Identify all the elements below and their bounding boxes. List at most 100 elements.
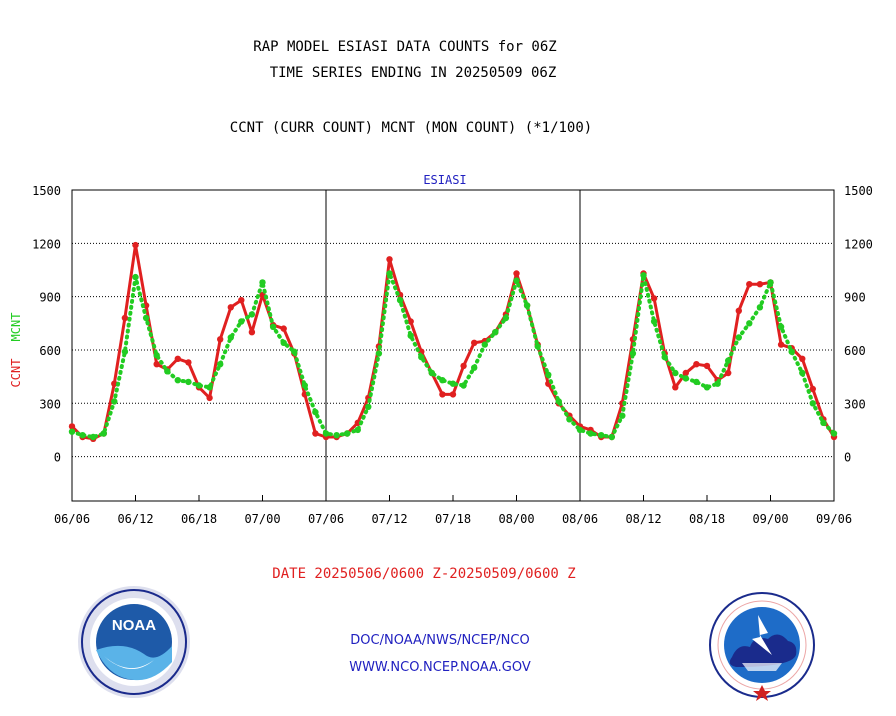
point-mcnt-67: [777, 323, 785, 330]
point-mcnt-58: [682, 375, 689, 382]
point-mcnt-22: [301, 382, 308, 389]
series-mcnt: [68, 265, 838, 441]
point-mcnt-33: [418, 353, 425, 361]
point-mcnt-0: [68, 428, 76, 435]
series-line-mcnt: [70, 265, 836, 440]
point-mcnt-40: [492, 329, 499, 336]
point-mcnt-57: [672, 369, 679, 377]
point-ccnt-20: [280, 325, 287, 332]
x-tick-9: 08/12: [625, 512, 661, 526]
x-tick-12: 09/06: [816, 512, 852, 526]
point-ccnt-63: [735, 307, 742, 314]
point-mcnt-51: [608, 433, 615, 441]
nws-logo-icon: [709, 592, 815, 701]
y-label-ccnt: CCNT: [9, 359, 23, 388]
point-mcnt-71: [820, 419, 827, 426]
point-ccnt-30: [386, 256, 393, 263]
point-mcnt-50: [598, 432, 605, 439]
point-ccnt-17: [248, 329, 256, 336]
point-ccnt-16: [238, 297, 245, 304]
x-tick-11: 09/00: [752, 512, 788, 526]
point-mcnt-62: [725, 357, 732, 364]
point-ccnt-35: [439, 391, 446, 398]
point-mcnt-36: [449, 380, 457, 387]
y-tick-right-1: 300: [844, 397, 866, 411]
point-mcnt-18: [259, 279, 266, 286]
point-ccnt-55: [650, 295, 658, 302]
plot-frame: [71, 189, 835, 502]
point-mcnt-60: [703, 384, 711, 391]
point-ccnt-14: [217, 336, 224, 343]
y-tick-labels: 0 0 300 300 600 600 900 900 1200 1200 1500 1500: [32, 184, 873, 465]
point-ccnt-69: [799, 355, 806, 362]
point-mcnt-16: [238, 318, 245, 325]
point-mcnt-11: [185, 378, 192, 386]
point-ccnt-15: [227, 304, 234, 311]
series-group: [68, 241, 838, 442]
point-mcnt-20: [280, 339, 287, 346]
point-mcnt-10: [174, 377, 181, 384]
point-mcnt-14: [217, 361, 224, 368]
point-mcnt-28: [365, 403, 372, 410]
y-tick-left-4: 1200: [32, 237, 61, 251]
point-ccnt-59: [693, 361, 700, 368]
point-ccnt-10: [174, 355, 181, 362]
point-mcnt-45: [545, 371, 552, 378]
point-mcnt-64: [746, 320, 753, 327]
chart-title: ESIASI: [423, 173, 466, 187]
y-tick-right-2: 600: [844, 344, 866, 358]
y-axis-label: CCNT MCNT: [9, 313, 23, 388]
org-path-link[interactable]: DOC/NOAA/NWS/NCEP/NCO: [350, 633, 530, 648]
date-range: DATE 20250506/0600 Z-20250509/0600 Z: [272, 566, 575, 582]
point-mcnt-3: [100, 430, 108, 437]
y-label-mcnt: MCNT: [9, 313, 23, 342]
point-mcnt-69: [799, 369, 806, 377]
point-mcnt-1: [79, 432, 86, 439]
point-ccnt-65: [756, 281, 764, 288]
point-mcnt-21: [291, 348, 298, 355]
point-mcnt-37: [460, 382, 467, 389]
point-ccnt-6: [132, 241, 139, 249]
noaa-logo-text: NOAA: [112, 617, 156, 634]
point-mcnt-41: [502, 314, 510, 322]
point-mcnt-65: [756, 304, 764, 311]
point-ccnt-37: [460, 362, 467, 370]
point-ccnt-58: [682, 369, 689, 377]
point-mcnt-39: [481, 341, 488, 348]
point-ccnt-11: [185, 359, 192, 366]
x-tick-5: 07/12: [371, 512, 407, 526]
point-mcnt-63: [735, 334, 742, 341]
point-mcnt-29: [375, 350, 383, 357]
point-mcnt-24: [322, 430, 330, 437]
point-mcnt-23: [312, 408, 319, 416]
point-mcnt-32: [407, 332, 414, 339]
point-mcnt-44: [534, 343, 541, 350]
x-tick-1: 06/12: [117, 512, 153, 526]
point-ccnt-32: [407, 318, 414, 325]
point-mcnt-56: [661, 353, 668, 361]
point-mcnt-46: [555, 398, 562, 405]
point-mcnt-55: [650, 318, 658, 325]
point-mcnt-19: [269, 323, 277, 330]
point-mcnt-17: [248, 311, 256, 318]
website-link[interactable]: WWW.NCO.NCEP.NOAA.GOV: [349, 660, 531, 675]
point-mcnt-66: [767, 279, 774, 286]
day-separators: [325, 190, 581, 501]
point-ccnt-8: [153, 361, 160, 368]
point-mcnt-49: [587, 430, 594, 437]
y-tick-right-4: 1200: [844, 237, 873, 251]
series-line-ccnt: [70, 243, 836, 441]
header-line1: RAP MODEL ESIASI DATA COUNTS for 06Z: [253, 39, 556, 55]
point-mcnt-38: [471, 364, 478, 371]
point-mcnt-15: [227, 334, 234, 341]
point-mcnt-13: [206, 384, 213, 391]
point-mcnt-34: [428, 369, 435, 377]
point-mcnt-27: [354, 426, 361, 434]
point-ccnt-5: [121, 314, 129, 322]
header-line3: CCNT (CURR COUNT) MCNT (MON COUNT) (*1/1…: [230, 120, 592, 136]
point-mcnt-5: [121, 348, 129, 355]
point-mcnt-9: [164, 368, 171, 375]
point-mcnt-30: [386, 270, 393, 277]
